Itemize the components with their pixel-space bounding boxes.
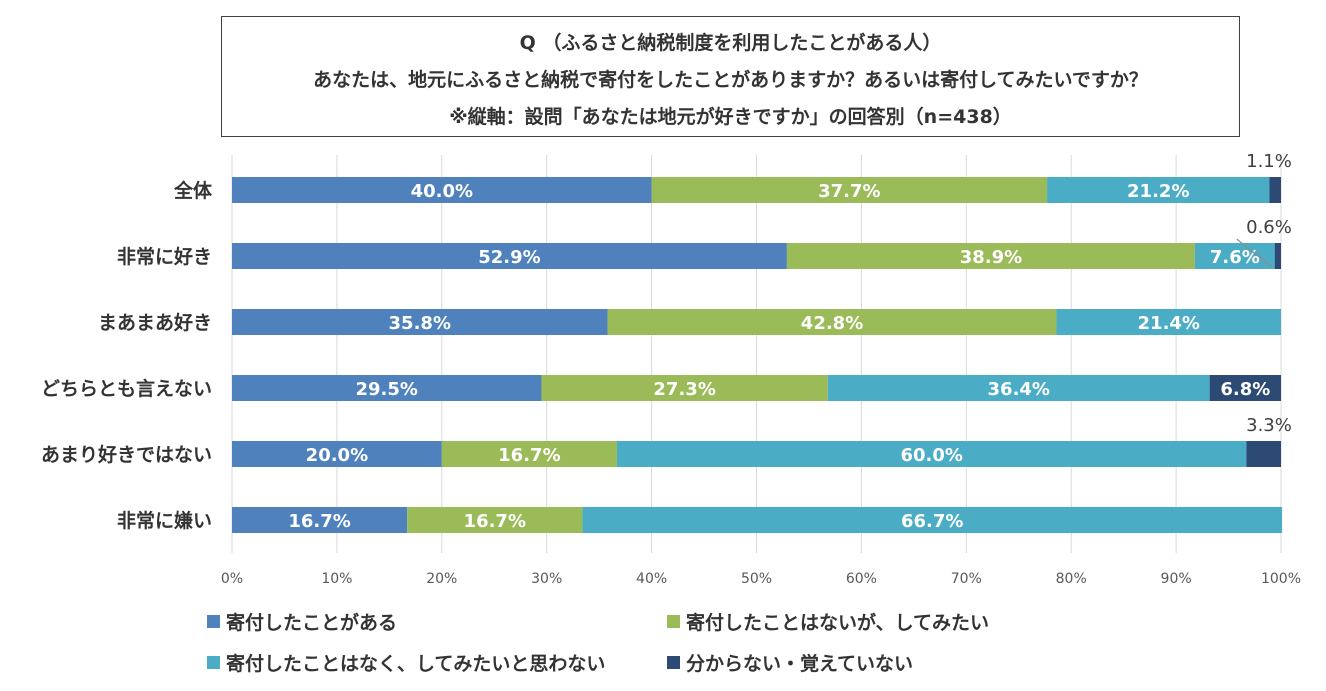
chart-title-line-2: あなたは、地元にふるさと納税で寄付をしたことがありますか？あるいは寄付してみたい… bbox=[313, 69, 1148, 91]
legend-swatch-4 bbox=[667, 656, 680, 669]
bar-segment bbox=[1274, 243, 1281, 269]
data-label: 21.2% bbox=[1127, 181, 1189, 202]
bar-segment bbox=[616, 441, 1247, 467]
x-tick-label: 20% bbox=[426, 571, 457, 587]
legend-item-1: 寄付したことがある bbox=[207, 608, 397, 635]
data-label: 66.7% bbox=[901, 511, 963, 532]
legend-label-4: 分からない・覚えていない bbox=[686, 653, 914, 675]
category-label: 非常に好き bbox=[117, 245, 212, 268]
data-label: 42.8% bbox=[801, 313, 863, 334]
bar-segment bbox=[582, 507, 1283, 533]
data-label: 7.6% bbox=[1210, 247, 1260, 268]
bar-segment bbox=[232, 243, 787, 269]
legend-label-3: 寄付したことはなく、してみたいと思わない bbox=[226, 653, 606, 675]
data-label: 35.8% bbox=[389, 313, 451, 334]
legend-item-4: 分からない・覚えていない bbox=[667, 649, 913, 676]
data-label: 40.0% bbox=[411, 181, 473, 202]
data-label: 20.0% bbox=[306, 445, 368, 466]
leader-line bbox=[1236, 238, 1273, 268]
legend-label-2: 寄付したことはないが、してみたい bbox=[686, 612, 990, 634]
chart-title-line-3: ※縦軸：設問「あなたは地元が好きですか」の回答別（n=438） bbox=[449, 106, 1012, 128]
data-label-outside: 0.6% bbox=[1246, 217, 1292, 238]
category-label: あまり好きではない bbox=[41, 443, 212, 466]
category-label: まあまあ好き bbox=[98, 311, 212, 334]
bar-segment bbox=[827, 375, 1210, 401]
bar-segment bbox=[407, 507, 583, 533]
bar-segment bbox=[232, 507, 408, 533]
category-label: 全体 bbox=[173, 179, 213, 202]
legend-item-2: 寄付したことはないが、してみたい bbox=[667, 608, 989, 635]
data-label-outside: 3.3% bbox=[1246, 415, 1292, 436]
category-label: 非常に嫌い bbox=[117, 509, 212, 532]
bar-segment bbox=[786, 243, 1195, 269]
data-label: 6.8% bbox=[1220, 379, 1270, 400]
data-label: 60.0% bbox=[900, 445, 962, 466]
data-label: 37.7% bbox=[818, 181, 880, 202]
bar-segment bbox=[441, 441, 617, 467]
x-tick-label: 100% bbox=[1261, 571, 1301, 587]
data-label: 36.4% bbox=[988, 379, 1050, 400]
bar-segment bbox=[1246, 441, 1281, 467]
data-label: 52.9% bbox=[478, 247, 540, 268]
x-tick-label: 60% bbox=[846, 571, 877, 587]
bar-segment bbox=[232, 177, 652, 203]
legend-item-3: 寄付したことはなく、してみたいと思わない bbox=[207, 649, 605, 676]
x-tick-label: 0% bbox=[221, 571, 243, 587]
x-tick-label: 50% bbox=[741, 571, 772, 587]
bar-segment bbox=[1209, 375, 1281, 401]
data-label: 16.7% bbox=[498, 445, 560, 466]
data-label-outside: 1.1% bbox=[1246, 151, 1292, 172]
bar-segment bbox=[232, 375, 542, 401]
x-tick-label: 10% bbox=[321, 571, 352, 587]
x-tick-label: 40% bbox=[636, 571, 667, 587]
legend-swatch-1 bbox=[207, 615, 220, 628]
bar-segment bbox=[651, 177, 1048, 203]
x-tick-label: 90% bbox=[1161, 571, 1192, 587]
bar-segment bbox=[607, 309, 1057, 335]
bar-segment bbox=[1047, 177, 1270, 203]
category-label: どちらとも言えない bbox=[41, 377, 212, 400]
data-label: 16.7% bbox=[288, 511, 350, 532]
x-tick-label: 70% bbox=[951, 571, 982, 587]
bar-segment bbox=[232, 309, 608, 335]
chart-title-line-1: Q （ふるさと納税制度を利用したことがある人） bbox=[519, 32, 942, 54]
stacked-bar-chart: 0% 10% 20% 30% 40% 50% 60% 70% 80% 90% 100% 全体 40.0%… bbox=[41, 151, 1301, 587]
bar-segment bbox=[1194, 243, 1275, 269]
legend-swatch-2 bbox=[667, 615, 680, 628]
legend-label-1: 寄付したことがある bbox=[226, 612, 398, 634]
chart-title-box: Q （ふるさと納税制度を利用したことがある人） あなたは、地元にふるさと納税で寄… bbox=[221, 16, 1240, 137]
data-label: 16.7% bbox=[464, 511, 526, 532]
legend-swatch-3 bbox=[207, 656, 220, 669]
data-label: 38.9% bbox=[960, 247, 1022, 268]
data-label: 29.5% bbox=[356, 379, 418, 400]
bar-segment bbox=[232, 441, 442, 467]
bar-segment bbox=[1269, 177, 1281, 203]
data-label: 21.4% bbox=[1138, 313, 1200, 334]
x-tick-label: 80% bbox=[1056, 571, 1087, 587]
data-label: 27.3% bbox=[653, 379, 715, 400]
x-tick-label: 30% bbox=[531, 571, 562, 587]
bar-segment bbox=[541, 375, 828, 401]
bar-segment bbox=[1056, 309, 1281, 335]
